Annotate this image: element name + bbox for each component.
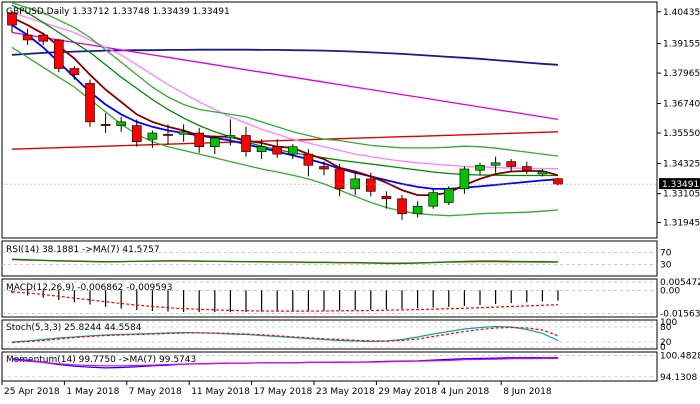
price-tick-label: 1.39155 xyxy=(663,40,700,50)
candle-body xyxy=(38,34,49,42)
time-tick-label: 29 May 2018 xyxy=(378,387,437,397)
candle-body xyxy=(178,131,189,135)
main-price-panel[interactable]: 1.40435 1.39155 1.37965 1.36740 1.35550 1.343… xyxy=(1,1,700,239)
candle-body xyxy=(132,125,142,143)
price-tick-label: 1.40435 xyxy=(663,8,700,18)
rsi-tick-label: 70 xyxy=(660,248,672,258)
main-panel-frame xyxy=(1,1,658,239)
current-price-label: 1.33491 xyxy=(659,178,700,190)
candle-body xyxy=(459,168,470,190)
time-tick-label: 17 May 2018 xyxy=(254,387,313,397)
macd-line-0 xyxy=(11,291,559,312)
candle-body xyxy=(85,83,95,123)
rsi-panel-frame xyxy=(1,240,658,277)
candle-body xyxy=(319,166,329,170)
price-tick-label: 1.37965 xyxy=(663,69,700,79)
momentum-tick-label: 94.1308 xyxy=(660,373,697,383)
ma-line-8 xyxy=(11,46,559,217)
stoch-tick-label: 20 xyxy=(660,338,672,348)
time-tick-label: 8 Jun 2018 xyxy=(503,387,552,397)
time-axis: 25 Apr 2018 1 May 2018 7 May 2018 11 May 20… xyxy=(1,381,552,397)
candle-body xyxy=(537,171,548,175)
candle-body xyxy=(475,164,485,171)
time-tick-label: 7 May 2018 xyxy=(129,387,182,397)
candle-body xyxy=(521,166,532,171)
ma-line-1 xyxy=(11,131,559,150)
candle-body xyxy=(412,205,423,214)
momentum-panel-frame xyxy=(1,351,658,382)
candle-body xyxy=(428,192,439,207)
macd-tick-label: 0.005472 xyxy=(660,278,700,288)
time-tick-label: 11 May 2018 xyxy=(191,387,250,397)
rsi-panel[interactable]: RSI(14) 38.1881 ->MA(7) 41.5757 70 30 xyxy=(1,240,672,277)
macd-tick-label: 0.00 xyxy=(660,286,680,296)
current-price-background xyxy=(659,178,700,190)
ma-line-2 xyxy=(11,31,559,121)
candle-body xyxy=(241,135,251,152)
candle-body xyxy=(147,132,158,140)
candle-body xyxy=(116,121,126,126)
stoch-line-1 xyxy=(11,326,559,344)
momentum-label: Momentum(14) 99.7750 ->MA(7) 99.5743 xyxy=(6,355,196,365)
macd-panel-frame xyxy=(1,278,658,318)
candle-body xyxy=(381,195,392,200)
candle-body xyxy=(490,162,501,166)
time-tick-label: 4 Jun 2018 xyxy=(441,387,490,397)
candle-body xyxy=(7,12,17,26)
candle-body xyxy=(194,132,204,147)
price-tick-label: 1.36740 xyxy=(663,99,700,109)
price-axis: 1.40435 1.39155 1.37965 1.36740 1.35550 1.343… xyxy=(2,8,700,228)
candle-body xyxy=(443,188,454,203)
macd-label: MACD(12,26,9) -0.006862 -0.009593 xyxy=(6,283,172,293)
candle-body xyxy=(225,135,236,139)
stoch-tick-label: 80 xyxy=(660,323,672,333)
current-price-text: 1.33491 xyxy=(662,180,699,190)
candle-body xyxy=(22,34,33,41)
ma-line-7 xyxy=(11,2,559,157)
time-tick-label: 1 May 2018 xyxy=(66,387,119,397)
macd-panel[interactable]: MACD(12,26,9) -0.006862 -0.009593 0.0054… xyxy=(1,278,700,320)
momentum-line-1 xyxy=(11,357,558,367)
stochastic-label: Stoch(5,3,3) 25.8244 44.5584 xyxy=(6,323,142,333)
stochastic-panel-frame xyxy=(1,319,658,350)
stoch-tick-label: 100 xyxy=(660,318,677,328)
candle-body xyxy=(163,133,173,136)
candle-body xyxy=(334,168,345,190)
candle-body xyxy=(303,153,314,166)
time-tick-label: 25 Apr 2018 xyxy=(4,387,60,397)
rsi-tick-label: 30 xyxy=(660,261,672,271)
macd-tick-label: -0.015638 xyxy=(660,310,700,320)
candle-body xyxy=(506,161,517,167)
candle-body xyxy=(365,178,376,192)
rsi-line-1 xyxy=(11,258,559,265)
candle-body xyxy=(69,68,80,76)
price-tick-label: 1.34325 xyxy=(663,159,700,169)
candle-body xyxy=(553,178,563,185)
price-tick-label: 1.33105 xyxy=(663,190,700,200)
price-tick-label: 1.35550 xyxy=(663,129,700,139)
candle-body xyxy=(256,146,267,152)
stoch-tick-label: 0 xyxy=(660,343,666,353)
time-tick-label: 23 May 2018 xyxy=(316,387,375,397)
candle-body xyxy=(100,124,111,126)
ma-line-3 xyxy=(11,12,559,170)
candle-body xyxy=(397,198,407,214)
chart-header: GBPUSD,Daily 1.33712 1.33748 1.33439 1.3… xyxy=(6,7,230,17)
candle-body xyxy=(210,137,220,147)
candle-body xyxy=(272,146,283,155)
candle-body xyxy=(287,146,298,155)
momentum-tick-label: 100.4828 xyxy=(660,351,700,361)
candle-body xyxy=(53,39,64,69)
momentum-panel[interactable]: Momentum(14) 99.7750 ->MA(7) 99.5743 100… xyxy=(1,351,700,383)
price-tick-label: 1.31945 xyxy=(663,218,700,228)
ma-line-0 xyxy=(11,48,559,66)
rsi-label: RSI(14) 38.1881 ->MA(7) 41.5757 xyxy=(6,245,160,255)
